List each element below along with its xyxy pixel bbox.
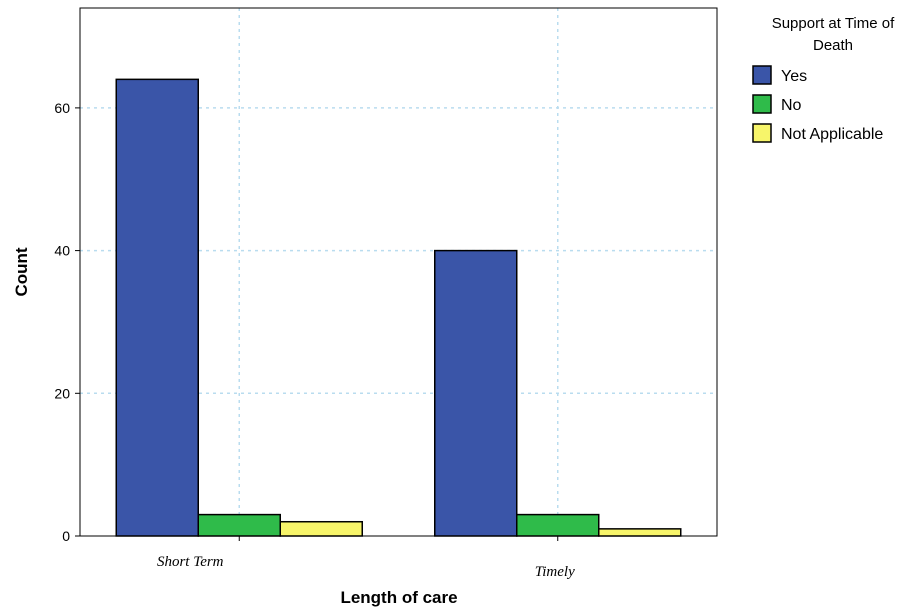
bar-no-2: [516, 513, 600, 537]
x-tick-label: Short Term: [157, 554, 224, 570]
y-axis-title: Count: [12, 247, 31, 296]
y-tick-label: 0: [62, 528, 70, 544]
x-axis-title: Length of care: [340, 588, 457, 607]
bar-not-applicable-2: [598, 528, 682, 537]
bar-not-applicable-1: [279, 520, 363, 537]
plot-frame: [79, 7, 718, 537]
y-tick-label: 40: [54, 243, 70, 259]
legend-items: Yes No Not Applicable: [752, 65, 883, 143]
y-tick-label: 20: [54, 385, 70, 401]
legend-swatch-not-applicable: [752, 123, 772, 143]
y-axis: 0 20 40 60: [54, 100, 80, 544]
legend-title-line-2: Death: [813, 37, 853, 54]
bar-yes-2: [434, 249, 518, 537]
legend-swatch-yes: [752, 65, 772, 85]
y-tick-label: 60: [54, 100, 70, 116]
x-tick-label: Timely: [535, 564, 575, 580]
legend-label: No: [781, 97, 802, 114]
legend-label: Not Applicable: [781, 126, 883, 143]
legend-title-line-1: Support at Time of: [772, 15, 895, 32]
bar-yes-1: [115, 78, 199, 537]
legend: Support at Time of Death Yes No Not Applic…: [752, 15, 895, 143]
x-axis: Short Term Timely: [157, 536, 575, 580]
legend-label: Yes: [781, 68, 807, 85]
legend-swatch-no: [752, 94, 772, 114]
bar-no-1: [197, 513, 281, 537]
